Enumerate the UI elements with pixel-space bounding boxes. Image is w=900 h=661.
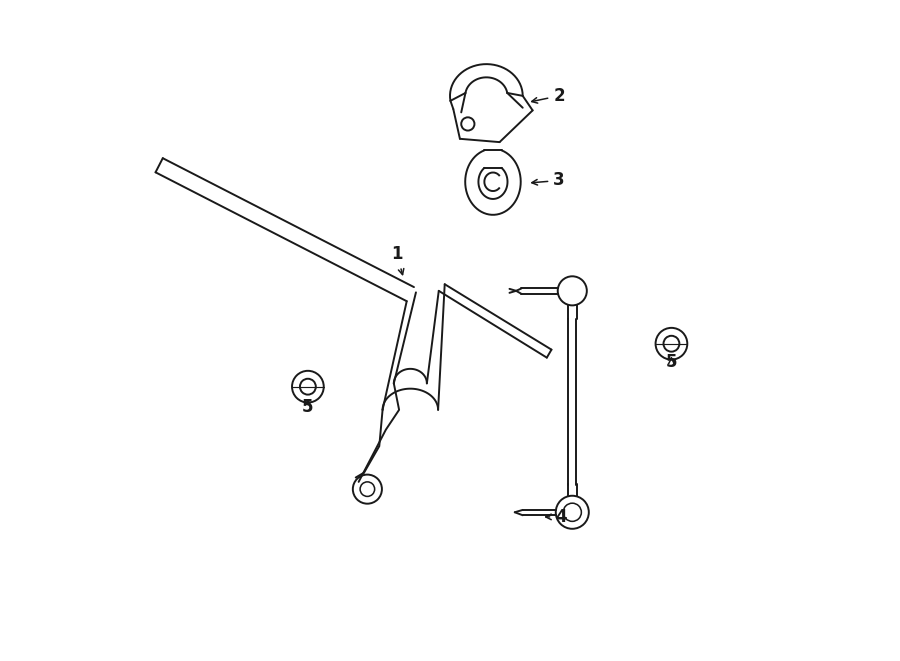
Text: 3: 3	[532, 171, 565, 190]
Text: 1: 1	[392, 245, 404, 274]
Text: 2: 2	[532, 87, 565, 105]
Text: 4: 4	[545, 508, 567, 526]
Text: 5: 5	[666, 353, 677, 371]
Text: 5: 5	[302, 397, 313, 416]
